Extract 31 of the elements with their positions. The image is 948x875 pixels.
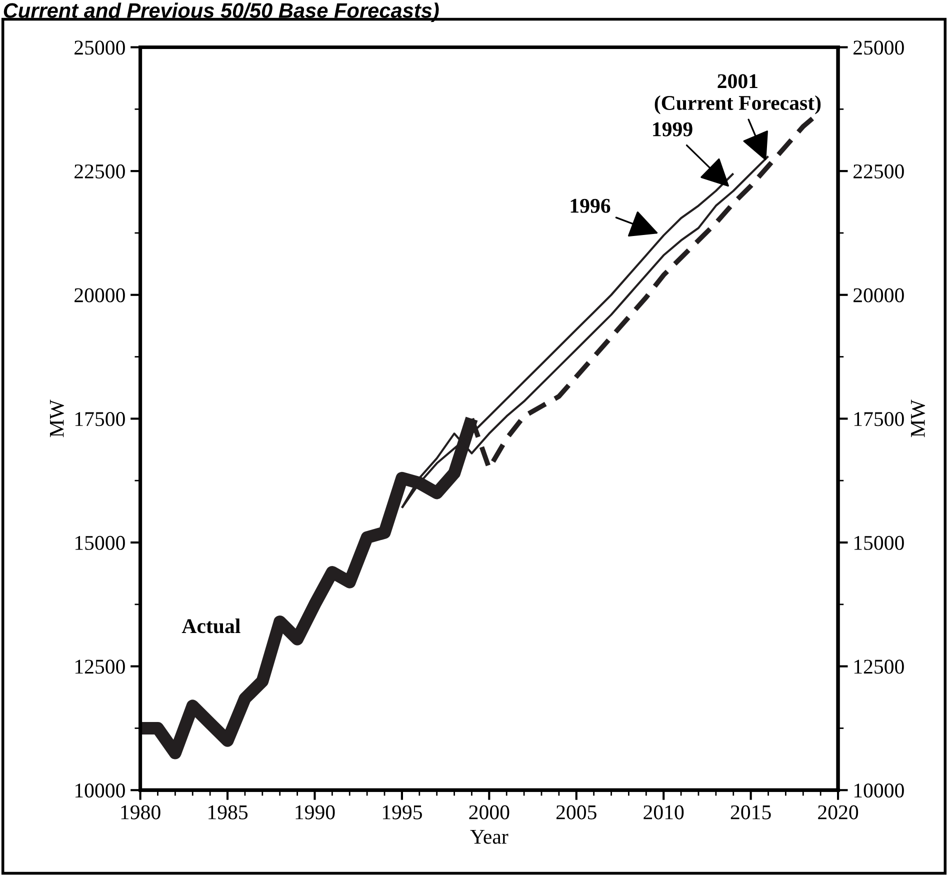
y-axis-title: MW bbox=[50, 400, 64, 438]
series-label: 2001 (Current Forecast) bbox=[654, 74, 821, 114]
x-tick-label: 2020 bbox=[818, 805, 858, 820]
x-tick-label: 1995 bbox=[382, 805, 422, 820]
y-tick-label: 15000 bbox=[75, 536, 125, 550]
x-tick-label: 2005 bbox=[556, 805, 596, 820]
text: 1996 bbox=[570, 198, 610, 213]
y2-tick-label: 25000 bbox=[854, 40, 904, 55]
y2-tick-label: 22500 bbox=[854, 164, 904, 178]
chart-title: Current and Previous 50/50 Base Forecasts) bbox=[4, 2, 439, 22]
x-tick-label: 2010 bbox=[644, 805, 684, 820]
y2-axis-title: MW bbox=[911, 400, 926, 438]
y2-tick-label: 15000 bbox=[854, 536, 904, 550]
y2-tick-label: 20000 bbox=[854, 288, 904, 302]
y-tick-label: 10000 bbox=[75, 784, 125, 798]
x-tick-label: 1985 bbox=[208, 805, 248, 820]
y-tick-label: 20000 bbox=[74, 288, 125, 302]
text: 1999 bbox=[653, 122, 692, 136]
series-label: Actual bbox=[182, 618, 240, 634]
y-tick-label: 17500 bbox=[75, 412, 125, 426]
x-axis-title: Year bbox=[470, 830, 508, 844]
y2-tick-label: 12500 bbox=[854, 660, 904, 674]
y2-tick-label: 10000 bbox=[854, 784, 904, 798]
y-tick-label: 22500 bbox=[74, 164, 125, 178]
y-tick-label: 25000 bbox=[74, 40, 125, 55]
y2-tick-label: 17500 bbox=[854, 412, 904, 426]
x-tick-label: 1980 bbox=[121, 805, 160, 820]
x-tick-label: 2015 bbox=[730, 805, 771, 820]
x-tick-label: 2000 bbox=[469, 805, 510, 820]
x-tick-label: 1990 bbox=[296, 805, 335, 820]
y-tick-label: 12500 bbox=[75, 660, 125, 674]
